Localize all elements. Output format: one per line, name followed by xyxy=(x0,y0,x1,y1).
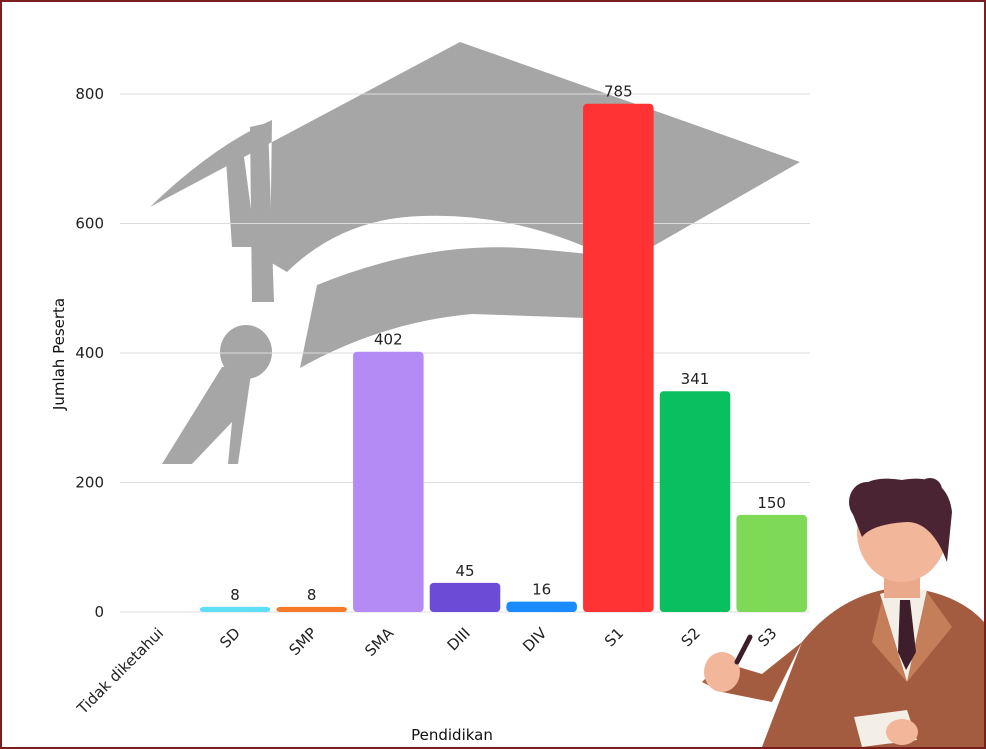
x-tick-label: Tidak diketahui xyxy=(73,624,167,718)
bar-sd xyxy=(199,606,271,612)
data-label: 8 xyxy=(307,586,317,604)
bar-s1 xyxy=(583,103,654,613)
x-tick-label: DIII xyxy=(444,624,474,654)
x-tick-label: S3 xyxy=(754,624,780,650)
teacher-presenting-illustration xyxy=(702,478,984,747)
x-axis: Tidak diketahui SD SMP SMA DIII DIV S1 S2 S3 xyxy=(73,624,781,719)
x-tick-label: SD xyxy=(216,624,244,652)
bar-diii xyxy=(429,582,501,612)
y-axis: 0 200 400 600 800 xyxy=(75,85,104,621)
bar-sma xyxy=(353,351,424,612)
data-label: 45 xyxy=(455,562,474,580)
data-label: 402 xyxy=(374,331,403,349)
x-tick-label: SMA xyxy=(361,624,397,660)
y-tick-label: 200 xyxy=(75,474,104,492)
y-tick-label: 0 xyxy=(94,603,104,621)
x-tick-label: DIV xyxy=(519,624,551,656)
data-label: 16 xyxy=(532,581,551,599)
data-label: 150 xyxy=(757,494,786,512)
x-tick-label: SMP xyxy=(285,624,320,659)
y-tick-label: 800 xyxy=(75,85,104,103)
bar-smp xyxy=(276,606,347,612)
x-axis-title: Pendidikan xyxy=(411,726,493,744)
y-axis-title: Jumlah Peserta xyxy=(50,298,68,411)
bar-s3 xyxy=(736,514,807,612)
x-tick-label: S1 xyxy=(601,624,627,650)
y-tick-label: 600 xyxy=(75,215,104,233)
data-label: 341 xyxy=(681,370,710,388)
bar-div xyxy=(506,601,577,612)
bar-s2 xyxy=(659,391,731,612)
y-tick-label: 400 xyxy=(75,344,104,362)
bars: 8 8 402 45 16 785 341 150 xyxy=(199,83,807,613)
x-tick-label: S2 xyxy=(678,624,704,650)
data-label: 785 xyxy=(604,83,633,101)
data-label: 8 xyxy=(230,586,240,604)
